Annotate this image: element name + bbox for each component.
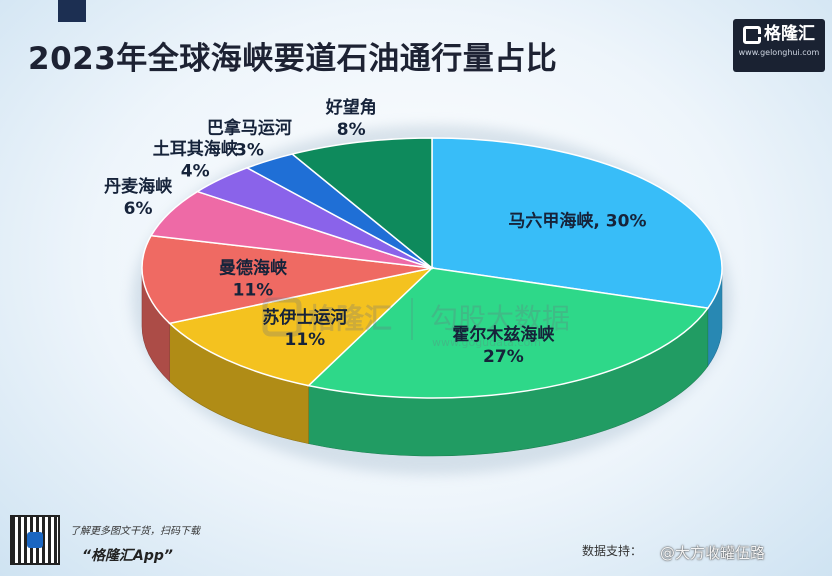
slice-label-value: 3% bbox=[235, 141, 264, 161]
slice-label-value: 11% bbox=[233, 281, 274, 301]
logo-name: 格隆汇 bbox=[764, 24, 815, 44]
qr-logo-icon bbox=[27, 532, 43, 548]
slice-label-name: 苏伊士运河 bbox=[262, 307, 347, 328]
logo-url: www.gelonghui.com bbox=[738, 48, 820, 57]
pie-slice-苏伊士运河 bbox=[168, 266, 435, 387]
watermark-g-icon bbox=[262, 297, 302, 337]
slice-label-name: 霍尔木兹海峡 bbox=[452, 324, 555, 345]
page-title: 2023年全球海峡要道石油通行量占比 bbox=[28, 41, 558, 77]
footer-app-name: “格隆汇App” bbox=[82, 548, 173, 564]
qr-code bbox=[10, 515, 60, 565]
slice-label-name: 好望角 bbox=[325, 97, 377, 118]
weibo-watermark: @大方收罐伍路 bbox=[660, 544, 766, 562]
slice-label-马六甲海峡: 马六甲海峡, 30% bbox=[508, 211, 646, 232]
corner-tab bbox=[58, 0, 86, 22]
slice-label-value: 4% bbox=[181, 161, 210, 181]
slice-label-text: 马六甲海峡, 30% bbox=[508, 211, 646, 232]
slice-label-name: 土耳其海峡 bbox=[153, 138, 239, 159]
slice-label-name: 曼德海峡 bbox=[219, 258, 288, 279]
pie-slice-好望角 bbox=[290, 137, 433, 270]
slice-label-name: 巴拿马运河 bbox=[207, 118, 292, 139]
pie-slice-曼德海峡 bbox=[141, 234, 433, 325]
pie-slice-马六甲海峡 bbox=[431, 137, 723, 309]
pie-sides bbox=[141, 268, 723, 457]
brand-logo: 格隆汇 www.gelonghui.com bbox=[733, 19, 825, 72]
g-logo-icon bbox=[743, 26, 761, 44]
slice-label-value: 11% bbox=[285, 330, 326, 350]
slice-label-name: 丹麦海峡 bbox=[104, 176, 173, 197]
slice-label-value: 6% bbox=[124, 199, 153, 219]
slice-label-value: 27% bbox=[483, 347, 524, 367]
watermark: 格隆汇 勾股大数据 www.gogudata.com bbox=[262, 297, 570, 349]
watermark-right-text: 勾股大数据 bbox=[430, 302, 570, 335]
pie-labels: 马六甲海峡, 30%霍尔木兹海峡27%苏伊士运河11%曼德海峡11%丹麦海峡6%… bbox=[104, 97, 646, 367]
watermark-left-text: 格隆汇 bbox=[308, 302, 392, 335]
pie-slice-霍尔木兹海峡 bbox=[306, 267, 710, 399]
slice-label-value: 8% bbox=[337, 120, 366, 140]
footer-source: 数据支持： bbox=[582, 544, 643, 558]
watermark-right-url: www.gogudata.com bbox=[432, 336, 541, 349]
footer-tip: 了解更多图文干货，扫码下载 bbox=[70, 526, 200, 537]
pie-tops bbox=[141, 137, 723, 399]
